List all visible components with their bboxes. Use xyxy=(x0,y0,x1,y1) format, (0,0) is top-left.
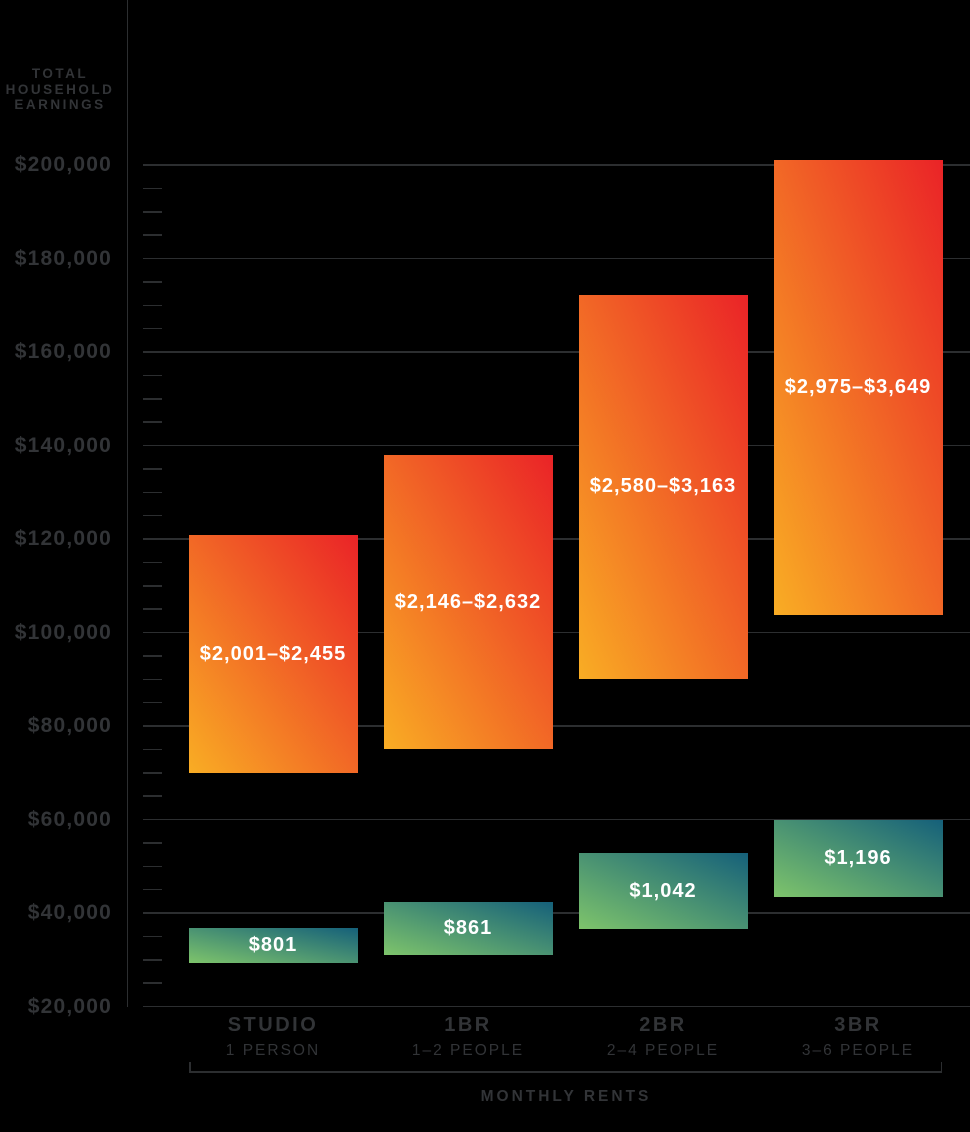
y-gridline xyxy=(143,257,970,260)
y-tick-label: $200,000 xyxy=(14,153,112,176)
y-minor-tick xyxy=(143,421,162,423)
y-gridline xyxy=(143,164,970,166)
y-gridline xyxy=(143,818,970,821)
y-axis-title: TOTAL HOUSEHOLD EARNINGS xyxy=(0,66,120,113)
y-minor-tick xyxy=(143,187,162,190)
income-range-bar-green: $861 xyxy=(383,902,553,956)
y-tick-label: $140,000 xyxy=(14,433,112,457)
y-minor-tick xyxy=(143,281,162,283)
y-minor-tick xyxy=(143,234,162,236)
y-tick-label: $160,000 xyxy=(14,340,112,363)
y-minor-tick xyxy=(143,865,162,867)
income-range-bar-orange: $2,001–$2,455 xyxy=(188,535,358,773)
rent-value-label: $2,001–$2,455 xyxy=(199,642,347,665)
y-axis-title-line: TOTAL xyxy=(31,66,89,81)
y-minor-tick xyxy=(143,398,162,400)
y-gridline xyxy=(143,631,970,634)
y-minor-tick xyxy=(143,701,162,704)
rent-value-label: $801 xyxy=(248,934,298,957)
y-tick-label: $40,000 xyxy=(27,901,112,924)
rent-value-label: $861 xyxy=(443,917,493,940)
rent-value-label: $2,975–$3,649 xyxy=(784,376,932,399)
x-category-main-label: 3BR xyxy=(834,1014,882,1036)
x-category-main-label: STUDIO xyxy=(227,1014,319,1036)
rent-value-label: $1,042 xyxy=(629,879,697,902)
y-gridline xyxy=(143,351,970,353)
y-minor-tick xyxy=(143,468,162,470)
x-category-sub-label: 1–2 PEOPLE xyxy=(411,1042,525,1059)
y-minor-tick xyxy=(143,795,162,797)
y-minor-tick xyxy=(143,748,162,751)
rent-value-label: $2,146–$2,632 xyxy=(394,590,542,613)
y-minor-tick xyxy=(143,772,162,774)
y-axis-title-line: HOUSEHOLD xyxy=(5,81,115,97)
y-tick-label: $60,000 xyxy=(27,807,112,831)
y-minor-tick xyxy=(143,561,162,564)
income-range-bar-green: $801 xyxy=(188,928,358,964)
income-range-bar-green: $1,196 xyxy=(773,819,943,897)
x-category-label: 3BR 3–6 PEOPLE xyxy=(760,1014,956,1060)
x-category-sub-label: 1 PERSON xyxy=(225,1042,321,1059)
x-category-sub-label: 2–4 PEOPLE xyxy=(606,1042,720,1059)
y-minor-tick xyxy=(143,888,162,891)
y-gridline xyxy=(143,725,970,727)
y-minor-tick xyxy=(143,842,162,844)
y-minor-tick xyxy=(143,491,162,493)
y-tick-label: $120,000 xyxy=(14,527,112,550)
x-category-label: 1BR 1–2 PEOPLE xyxy=(370,1014,566,1060)
x-axis-bracket-left-tick xyxy=(189,1062,191,1073)
y-gridline xyxy=(143,912,970,914)
y-minor-tick xyxy=(143,327,162,330)
income-range-bar-orange: $2,146–$2,632 xyxy=(383,454,553,750)
y-gridline xyxy=(143,444,970,447)
y-minor-tick xyxy=(143,514,162,517)
x-category-main-label: 1BR xyxy=(444,1014,492,1036)
x-axis-bracket-right-tick xyxy=(940,1062,942,1073)
x-category-label: 2BR 2–4 PEOPLE xyxy=(565,1014,761,1060)
y-minor-tick xyxy=(143,655,162,657)
y-gridline xyxy=(143,1005,970,1008)
x-category-main-label: 2BR xyxy=(639,1014,687,1036)
y-minor-tick xyxy=(143,982,162,984)
y-minor-tick xyxy=(143,959,162,961)
income-range-bar-orange: $2,975–$3,649 xyxy=(773,160,943,615)
y-minor-tick xyxy=(143,374,162,377)
y-minor-tick xyxy=(143,678,162,680)
income-range-bar-orange: $2,580–$3,163 xyxy=(578,294,748,680)
y-gridline xyxy=(143,538,970,540)
rent-value-label: $2,580–$3,163 xyxy=(589,475,737,498)
rent-value-label: $1,196 xyxy=(824,846,892,869)
y-tick-label: $80,000 xyxy=(27,714,112,737)
x-category-sub-label: 3–6 PEOPLE xyxy=(801,1042,915,1059)
x-category-label: STUDIO 1 PERSON xyxy=(175,1014,371,1060)
y-axis-title-line: EARNINGS xyxy=(14,97,106,112)
y-minor-tick xyxy=(143,585,162,587)
x-axis-bracket-line xyxy=(189,1071,942,1073)
y-minor-tick xyxy=(143,935,162,938)
y-axis-line xyxy=(126,0,128,1007)
y-minor-tick xyxy=(143,211,162,213)
y-minor-tick xyxy=(143,304,162,306)
y-tick-label: $180,000 xyxy=(14,246,112,270)
y-tick-label: $20,000 xyxy=(27,994,112,1018)
y-minor-tick xyxy=(143,608,162,610)
x-axis-title: MONTHLY RENTS xyxy=(480,1088,652,1105)
y-tick-label: $100,000 xyxy=(14,620,112,644)
income-range-bar-green: $1,042 xyxy=(578,853,748,930)
